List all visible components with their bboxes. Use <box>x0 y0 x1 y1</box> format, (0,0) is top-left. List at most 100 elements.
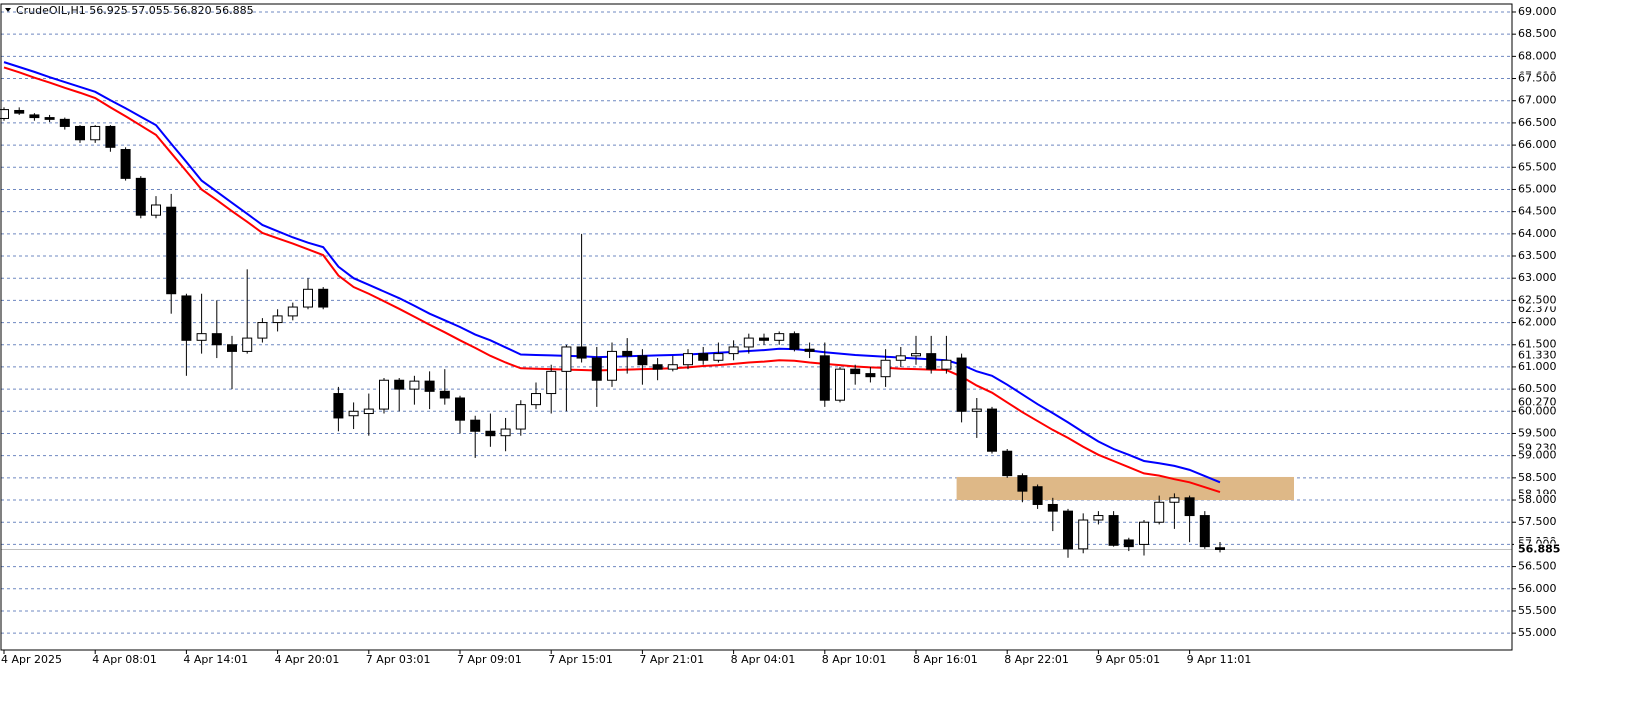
y-tick-label: 64.000 <box>1518 227 1557 240</box>
y-tick-label: 55.000 <box>1518 626 1557 639</box>
level-label: 61.330 <box>1518 348 1557 361</box>
x-tick-label: 7 Apr 21:01 <box>639 653 704 666</box>
x-tick-label: 7 Apr 03:01 <box>366 653 431 666</box>
x-tick-label: 9 Apr 11:01 <box>1187 653 1252 666</box>
candle-body <box>637 355 648 366</box>
candle-body <box>789 333 800 350</box>
y-label-bg <box>1516 338 1562 351</box>
candle-body <box>941 359 952 370</box>
x-tick-label: 8 Apr 22:01 <box>1004 653 1069 666</box>
candle-body <box>166 206 177 295</box>
candle-body <box>151 204 161 216</box>
candle-body <box>713 353 724 361</box>
y-tick-label: 65.500 <box>1518 160 1557 173</box>
candle-body <box>257 322 268 339</box>
y-label-bg <box>1516 5 1562 18</box>
y-tick-label: 58.000 <box>1518 493 1557 506</box>
candle-body <box>500 428 511 437</box>
y-tick-label: 63.000 <box>1518 271 1557 284</box>
candle-body <box>394 379 405 390</box>
candle-body <box>1215 547 1225 551</box>
y-tick-label: 69.000 <box>1518 5 1557 18</box>
x-tick-label: 8 Apr 10:01 <box>822 653 887 666</box>
y-tick-label: 61.500 <box>1518 338 1557 351</box>
plot-frame <box>0 3 1513 651</box>
candle-body <box>120 149 131 179</box>
y-tick-label: 61.000 <box>1518 360 1557 373</box>
y-label-bg <box>1516 560 1562 573</box>
y-tick-label: 57.500 <box>1518 515 1557 528</box>
y-tick-label: 58.500 <box>1518 471 1557 484</box>
y-label-bg <box>1516 516 1562 529</box>
candle-body <box>622 350 633 357</box>
y-tick-label: 68.500 <box>1518 27 1557 40</box>
y-tick-label: 68.000 <box>1518 49 1557 62</box>
y-tick-label: 66.500 <box>1518 116 1557 129</box>
candle-body <box>546 370 557 395</box>
candle-body <box>531 393 541 406</box>
y-tick-label: 65.000 <box>1518 182 1557 195</box>
candle-body <box>971 408 982 412</box>
last-price-bg <box>1514 543 1560 556</box>
candle-body <box>515 404 526 430</box>
candle-body <box>44 117 55 120</box>
candle-body <box>287 306 298 317</box>
candle-body <box>819 355 830 401</box>
candle-body <box>728 346 739 355</box>
candle-body <box>272 315 283 324</box>
candle-body <box>835 368 845 401</box>
candle-body <box>303 288 313 308</box>
y-tick-label: 56.500 <box>1518 560 1557 573</box>
candle-body <box>1184 497 1195 517</box>
candle-body <box>1139 521 1149 545</box>
x-tick-label: 4 Apr 20:01 <box>275 653 340 666</box>
y-tick-label: 59.000 <box>1518 449 1557 462</box>
candle-body <box>75 125 85 141</box>
menu-arrow[interactable] <box>5 8 11 12</box>
candle-body <box>1169 497 1180 503</box>
price-zone <box>956 476 1294 501</box>
candle-body <box>683 353 693 366</box>
x-tick-label: 4 Apr 08:01 <box>92 653 157 666</box>
candle-body <box>804 348 815 352</box>
x-tick-label: 8 Apr 04:01 <box>731 653 796 666</box>
candle-body <box>1108 515 1119 546</box>
y-label-bg <box>1516 183 1562 196</box>
y-tick-label: 62.000 <box>1518 316 1557 329</box>
x-tick-label: 7 Apr 09:01 <box>457 653 522 666</box>
y-label-bg <box>1516 28 1562 41</box>
y-label-bg <box>1516 227 1562 240</box>
y-label-bg <box>1516 205 1562 218</box>
chart-title: CrudeOIL,H1 56.925 57.055 56.820 56.885 <box>16 4 254 17</box>
candle-body <box>1002 450 1013 477</box>
candle-body <box>652 364 663 370</box>
candle-body <box>911 353 921 357</box>
y-label-bg <box>1516 471 1562 484</box>
candle-body <box>485 430 496 437</box>
y-tick-label: 60.000 <box>1518 404 1557 417</box>
candle-body <box>59 118 70 127</box>
candle-body <box>1199 515 1210 548</box>
level-label: 60.270 <box>1518 395 1557 408</box>
y-label-bg <box>1516 494 1562 507</box>
y-label-bg <box>1516 272 1562 285</box>
y-label-bg <box>1516 116 1562 129</box>
y-tick-label: 55.500 <box>1518 604 1557 617</box>
y-label-bg <box>1516 405 1562 418</box>
y-tick-label: 62.500 <box>1518 293 1557 306</box>
candle-body <box>135 177 146 216</box>
candle-body <box>850 368 861 375</box>
y-label-bg <box>1516 72 1562 85</box>
y-tick-label: 67.000 <box>1518 94 1557 107</box>
y-tick-label: 66.000 <box>1518 138 1557 151</box>
candle-body <box>1154 501 1165 523</box>
candle-body <box>561 346 572 372</box>
candle-body <box>865 373 876 378</box>
candle-body <box>333 393 344 419</box>
candle-body <box>242 337 253 352</box>
candle-body <box>607 350 617 381</box>
candle-body <box>926 353 937 370</box>
y-tick-label: 60.500 <box>1518 382 1557 395</box>
y-tick-label: 64.500 <box>1518 205 1557 218</box>
